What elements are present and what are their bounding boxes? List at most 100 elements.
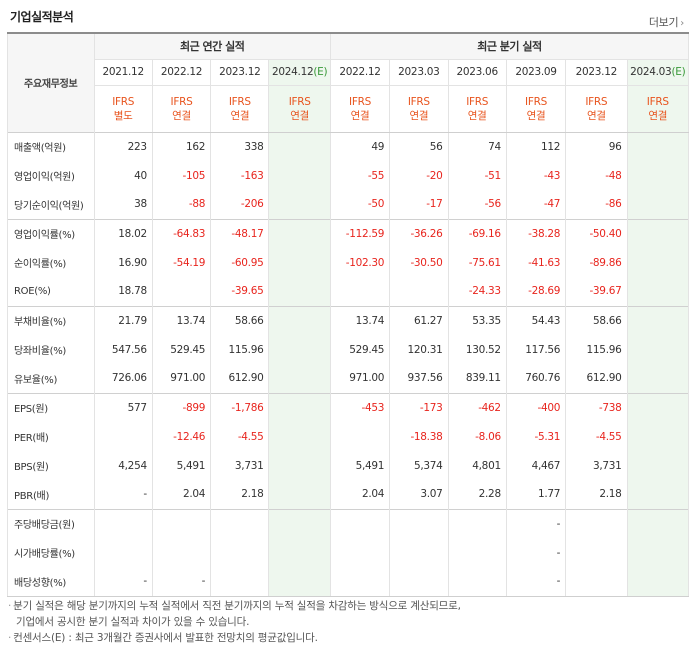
period-header: 2022.12 xyxy=(151,58,212,85)
estimate-mark: (E) xyxy=(671,66,686,78)
period-label: 2024.12 xyxy=(272,66,314,78)
table-cell: -453 xyxy=(329,392,391,422)
period-header: 2024.03(E) xyxy=(626,58,689,85)
table-cell xyxy=(565,538,628,567)
more-link[interactable]: 더보기 › xyxy=(649,14,684,30)
table-cell: 577 xyxy=(93,392,153,422)
table-cell xyxy=(565,508,628,538)
table-cell: 115.96 xyxy=(210,335,270,364)
period-header: 2023.06 xyxy=(447,58,507,85)
table-cell xyxy=(626,277,689,306)
table-cell: - xyxy=(151,567,212,597)
period-label: 2022.12 xyxy=(160,66,203,78)
table-cell: 937.56 xyxy=(389,364,449,393)
ifrs-type: 연결 xyxy=(172,109,191,122)
period-label: 2024.03 xyxy=(630,66,672,78)
table-cell: -4.55 xyxy=(565,422,628,451)
table-cell: -39.67 xyxy=(565,277,628,306)
period-label: 2023.09 xyxy=(515,66,557,78)
ifrs-header: IFRS 연결 xyxy=(389,84,449,133)
table-cell: -41.63 xyxy=(505,248,567,277)
row-label: PER(배) xyxy=(7,422,95,451)
table-cell: -105 xyxy=(151,161,212,190)
ifrs-label: IFRS xyxy=(112,95,135,108)
table-cell xyxy=(447,538,507,567)
ifrs-header: IFRS 별도 xyxy=(93,84,153,133)
table-cell: -17 xyxy=(389,190,449,219)
table-cell: -28.69 xyxy=(505,277,567,306)
table-row: 유보율(%) 726.06 971.00 612.90 971.00 937.56 839.… xyxy=(7,364,689,393)
ifrs-header: IFRS 연결 xyxy=(626,84,689,133)
table-cell: -86 xyxy=(565,190,628,219)
row-label: 당기순이익(억원) xyxy=(7,190,95,219)
table-cell xyxy=(389,538,449,567)
table-cell: -1,786 xyxy=(210,392,270,422)
table-cell xyxy=(268,451,331,480)
table-cell: -18.38 xyxy=(389,422,449,451)
table-cell: 2.04 xyxy=(329,480,391,509)
ifrs-header: IFRS 연결 xyxy=(268,84,331,133)
table-cell xyxy=(626,508,689,538)
table-cell: 612.90 xyxy=(210,364,270,393)
table-cell xyxy=(626,451,689,480)
table-cell: 115.96 xyxy=(565,335,628,364)
table-cell xyxy=(268,567,331,597)
period-header: 2023.12 xyxy=(565,58,628,85)
table-cell xyxy=(268,190,331,219)
table-cell xyxy=(626,422,689,451)
table-cell xyxy=(329,277,391,306)
table-cell: - xyxy=(93,567,153,597)
table-cell: 529.45 xyxy=(329,335,391,364)
table-cell xyxy=(329,508,391,538)
ifrs-type: 연결 xyxy=(350,109,370,122)
table-cell xyxy=(626,161,689,190)
table-cell xyxy=(268,277,331,306)
table-row: PBR(배) -2.04 2.18 2.04 3.07 2.28 1.77 2.18 xyxy=(7,480,689,509)
table-row: BPS(원) 4,254 5,491 3,731 5,491 5,374 4,801 4,46… xyxy=(7,451,689,480)
table-cell: -60.95 xyxy=(210,248,270,277)
table-cell: -43 xyxy=(505,161,567,190)
table-row: 시가배당률(%) - xyxy=(7,538,689,567)
table-cell: 839.11 xyxy=(447,364,507,393)
table-corner-label: 주요재무정보 xyxy=(7,32,95,132)
period-header: 2022.12 xyxy=(329,58,391,85)
ifrs-type: 연결 xyxy=(409,109,429,122)
table-cell: 120.31 xyxy=(389,335,449,364)
row-label: 배당성향(%) xyxy=(7,567,95,597)
financial-table: 주요재무정보 최근 연간 실적 최근 분기 실적 2021.12 2022.12 2… xyxy=(7,32,690,597)
table-cell: -12.46 xyxy=(151,422,212,451)
ifrs-type: 연결 xyxy=(586,109,606,122)
table-cell: 13.74 xyxy=(151,305,212,335)
table-cell xyxy=(626,305,689,335)
table-row: 순이익률(%) 16.90 -54.19 -60.95 -102.30 -30.50 -75… xyxy=(7,248,689,277)
row-label: 영업이익(억원) xyxy=(7,161,95,190)
ifrs-label: IFRS xyxy=(525,95,547,108)
table-row: 배당성향(%) - - - xyxy=(7,567,689,597)
table-row: 주당배당금(원) - xyxy=(7,508,689,538)
table-cell xyxy=(329,567,391,597)
table-row: ROE(%) 18.78 -39.65 -24.33 -28.69 -39.67 xyxy=(7,277,689,306)
row-label: 시가배당률(%) xyxy=(7,538,95,567)
table-cell: 54.43 xyxy=(505,305,567,335)
table-cell xyxy=(626,567,689,597)
table-cell xyxy=(389,567,449,597)
table-cell: 4,801 xyxy=(447,451,507,480)
table-cell: -48.17 xyxy=(210,218,270,248)
ifrs-label: IFRS xyxy=(228,95,251,108)
table-cell xyxy=(268,480,331,509)
row-label: EPS(원) xyxy=(7,392,95,422)
table-cell: 38 xyxy=(93,190,153,219)
table-cell xyxy=(389,277,449,306)
table-cell: 2.18 xyxy=(565,480,628,509)
row-label: 주당배당금(원) xyxy=(7,508,95,538)
period-label: 2023.12 xyxy=(575,66,618,78)
period-header: 2023.03 xyxy=(389,58,449,85)
table-cell xyxy=(268,161,331,190)
table-cell xyxy=(210,538,270,567)
table-cell: 529.45 xyxy=(151,335,212,364)
row-label: 당좌비율(%) xyxy=(7,335,95,364)
table-cell: 971.00 xyxy=(329,364,391,393)
table-cell: 5,491 xyxy=(329,451,391,480)
table-cell: -173 xyxy=(389,392,449,422)
table-cell xyxy=(389,508,449,538)
